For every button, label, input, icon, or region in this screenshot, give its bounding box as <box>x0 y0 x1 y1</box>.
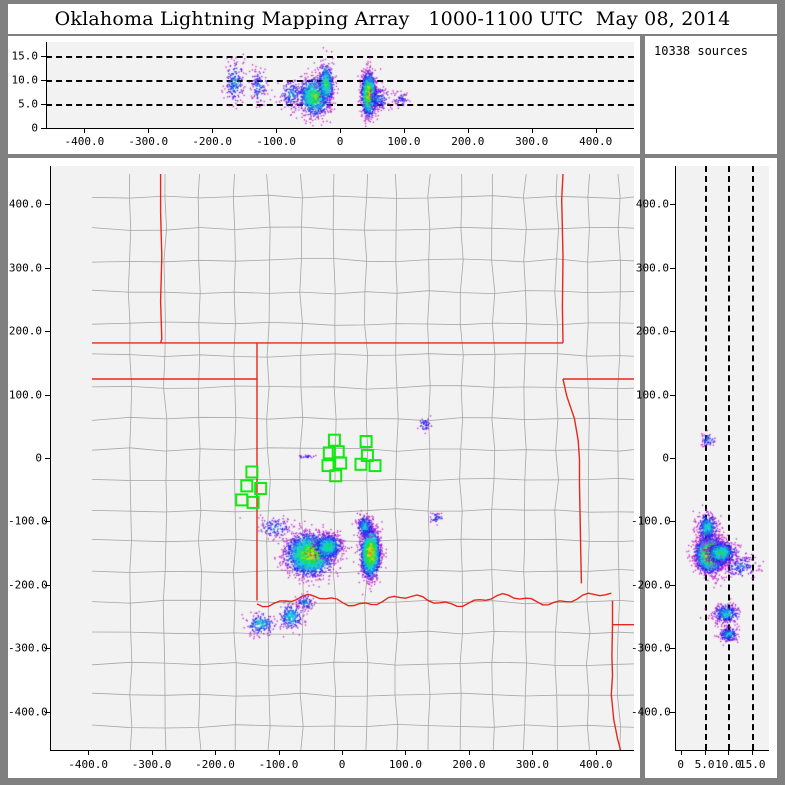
source-count-label: 10338 sources <box>654 44 748 58</box>
x-tick-label: -200.0 <box>195 758 235 771</box>
y-tick-label: 5.0 <box>18 97 38 111</box>
x-tick-label: -300.0 <box>131 758 172 771</box>
x-tick-label: 0 <box>677 758 685 771</box>
x-tick-label: 100.0 <box>388 758 423 771</box>
y-tick-label: 15.0 <box>11 49 39 63</box>
x-tick-label: -300.0 <box>128 135 169 148</box>
x-tick-label: -100.0 <box>256 135 296 148</box>
y-tick-label: 400.0 <box>8 197 42 211</box>
plan-view-map-panel: -400.0 -300.0 -200.0 -100.0 0 100.0 200.0 300.0… <box>8 158 640 778</box>
x-tick-label: 200.0 <box>451 135 485 148</box>
x-tick-label: 100.0 <box>387 135 421 148</box>
x-tick-label: -400.0 <box>68 758 108 771</box>
x-tick-label: 15.0 <box>739 758 766 771</box>
x-tick-label: -400.0 <box>64 135 105 148</box>
x-tick-label: 200.0 <box>452 758 486 771</box>
x-tick-label: 400.0 <box>579 758 613 771</box>
altitude-vs-east-west-panel: -400.0 -300.0 -200.0 -100.0 0 100.0 200.0 300.0… <box>8 36 640 154</box>
y-tick-label: -300.0 <box>8 641 48 655</box>
y-tick-label: 200.0 <box>8 324 42 338</box>
y-tick-label: -200.0 <box>8 578 48 592</box>
y-tick-label: 10.0 <box>11 73 39 87</box>
x-tick-label: 0 <box>338 758 346 771</box>
lightning-sources-altitude-ew <box>46 42 634 128</box>
x-tick-label: 300.0 <box>515 135 549 148</box>
x-tick-label: -100.0 <box>258 758 299 771</box>
x-tick-label: -200.0 <box>192 135 233 148</box>
x-tick-label: 5.0 <box>694 758 715 771</box>
y-tick-label: -400.0 <box>8 705 48 719</box>
y-tick-label: 300.0 <box>635 261 669 275</box>
lightning-sources-plan-view <box>50 166 634 750</box>
y-tick-label: 100.0 <box>8 388 42 402</box>
y-tick-label: -300.0 <box>631 641 671 655</box>
title-bar: Oklahoma Lightning Mapping Array 1000-11… <box>8 4 777 34</box>
page-title: Oklahoma Lightning Mapping Array 1000-11… <box>54 8 731 30</box>
y-tick-label: 400.0 <box>635 197 669 211</box>
lightning-sources-altitude-ns <box>675 166 769 750</box>
y-tick-label: -100.0 <box>631 514 671 528</box>
y-tick-label: 300.0 <box>8 261 42 275</box>
y-tick-label: 0 <box>35 451 42 465</box>
altitude-vs-north-south-panel: 0 5.0 10.0 15.0 -400.0 -300.0 -200.0 -100.0 0 100… <box>631 158 777 778</box>
y-tick-label: -400.0 <box>631 705 671 719</box>
x-tick-label: 300.0 <box>515 758 549 771</box>
y-tick-label: 0 <box>31 121 38 135</box>
source-count-panel: 10338 sources <box>645 36 777 154</box>
y-tick-label: -100.0 <box>8 514 48 528</box>
y-tick-label: -200.0 <box>631 578 671 592</box>
x-tick-label: 400.0 <box>579 135 613 148</box>
x-tick-label: 10.0 <box>715 758 742 771</box>
y-tick-label: 200.0 <box>635 324 669 338</box>
y-tick-label: 0 <box>662 451 669 465</box>
y-tick-label: 100.0 <box>635 388 669 402</box>
x-tick-label: 0 <box>336 135 344 148</box>
